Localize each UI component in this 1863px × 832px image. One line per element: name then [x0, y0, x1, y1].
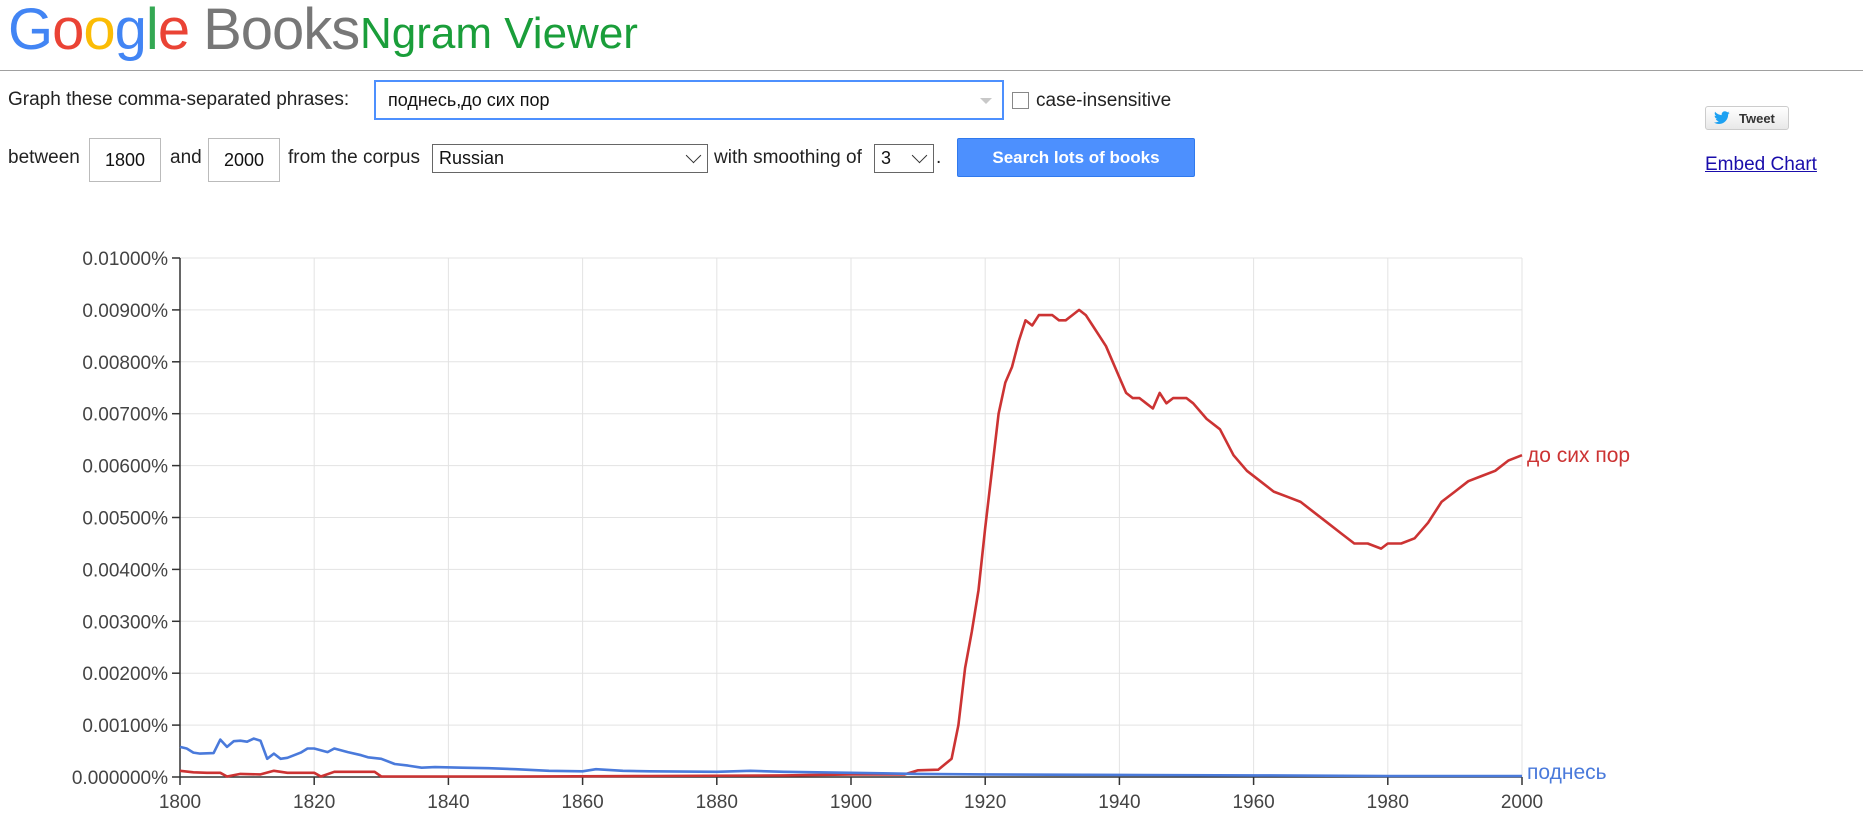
embed-chart-link[interactable]: Embed Chart — [1705, 154, 1817, 175]
tweet-label: Tweet — [1739, 110, 1775, 126]
x-tick-label: 1860 — [561, 792, 603, 813]
y-tick-label: 0.00200% — [82, 664, 168, 685]
logo-letter: G — [8, 0, 53, 62]
period-text: . — [936, 147, 942, 168]
series-label[interactable]: до сих пор — [1527, 444, 1630, 467]
series-line-0[interactable] — [179, 308, 1523, 778]
phrases-input[interactable] — [374, 80, 1004, 120]
between-label: between — [8, 147, 80, 168]
twitter-bird-icon — [1714, 111, 1730, 124]
case-insensitive-checkbox[interactable] — [1012, 92, 1029, 109]
x-tick-label: 1840 — [427, 792, 469, 813]
y-tick-label: 0.00500% — [82, 509, 168, 530]
y-tick-label: 0.01000% — [82, 249, 168, 270]
logo-letter: o — [83, 0, 115, 62]
y-tick-label: 0.00100% — [82, 716, 168, 737]
start-year-input[interactable] — [89, 138, 161, 182]
dropdown-caret-icon[interactable] — [980, 98, 992, 104]
logo-letter: e — [157, 0, 190, 62]
y-tick-label: 0.000000% — [72, 768, 168, 789]
y-tick-label: 0.00300% — [82, 612, 168, 633]
corpus-value: Russian — [439, 148, 505, 168]
y-tick-label: 0.00700% — [82, 405, 168, 426]
y-tick-label: 0.00400% — [82, 560, 168, 581]
x-tick-label: 1800 — [159, 792, 201, 813]
app-title: Ngram Viewer — [360, 9, 638, 58]
logo-letter: o — [52, 0, 84, 62]
header: Google Books Ngram Viewer — [0, 0, 1863, 71]
corpus-label: from the corpus — [288, 147, 420, 168]
series-line-1[interactable] — [179, 737, 1522, 778]
end-year-input[interactable] — [208, 138, 280, 182]
tweet-button[interactable]: Tweet — [1705, 106, 1789, 130]
x-tick-label: 1820 — [293, 792, 335, 813]
y-tick-label: 0.00600% — [82, 457, 168, 478]
x-tick-label: 1960 — [1232, 792, 1274, 813]
chart-grid — [180, 257, 1523, 777]
y-tick-label: 0.00900% — [82, 301, 168, 322]
phrases-label: Graph these comma-separated phrases: — [8, 89, 350, 110]
chart-series: до сих пор поднесь — [179, 308, 1630, 784]
chart-axes: 0.000000% 0.00100% 0.00200% 0.00300% 0.00400… — [72, 249, 1543, 813]
chevron-down-icon — [911, 147, 928, 164]
corpus-select[interactable]: Russian — [432, 144, 708, 173]
smoothing-label: with smoothing of — [714, 147, 862, 168]
x-tick-label: 1980 — [1367, 792, 1409, 813]
smoothing-value: 3 — [881, 148, 892, 168]
and-label: and — [170, 147, 202, 168]
x-tick-label: 1940 — [1098, 792, 1140, 813]
logo-letter: l — [145, 0, 159, 62]
ngram-chart[interactable]: 0.000000% 0.00100% 0.00200% 0.00300% 0.00400… — [0, 240, 1863, 832]
chevron-down-icon — [685, 147, 702, 164]
logo-letter: g — [114, 0, 147, 62]
x-tick-label: 1900 — [830, 792, 872, 813]
y-tick-label: 0.00800% — [82, 353, 168, 374]
smoothing-select[interactable]: 3 — [874, 144, 934, 173]
search-button[interactable]: Search lots of books — [957, 138, 1195, 177]
series-label[interactable]: поднесь — [1527, 761, 1607, 784]
x-tick-label: 2000 — [1501, 792, 1543, 813]
case-insensitive-label: case-insensitive — [1036, 90, 1172, 111]
x-tick-label: 1920 — [964, 792, 1006, 813]
x-tick-label: 1880 — [696, 792, 738, 813]
google-books-logo[interactable]: Google Books — [8, 0, 360, 62]
logo-books: Books — [203, 0, 360, 62]
